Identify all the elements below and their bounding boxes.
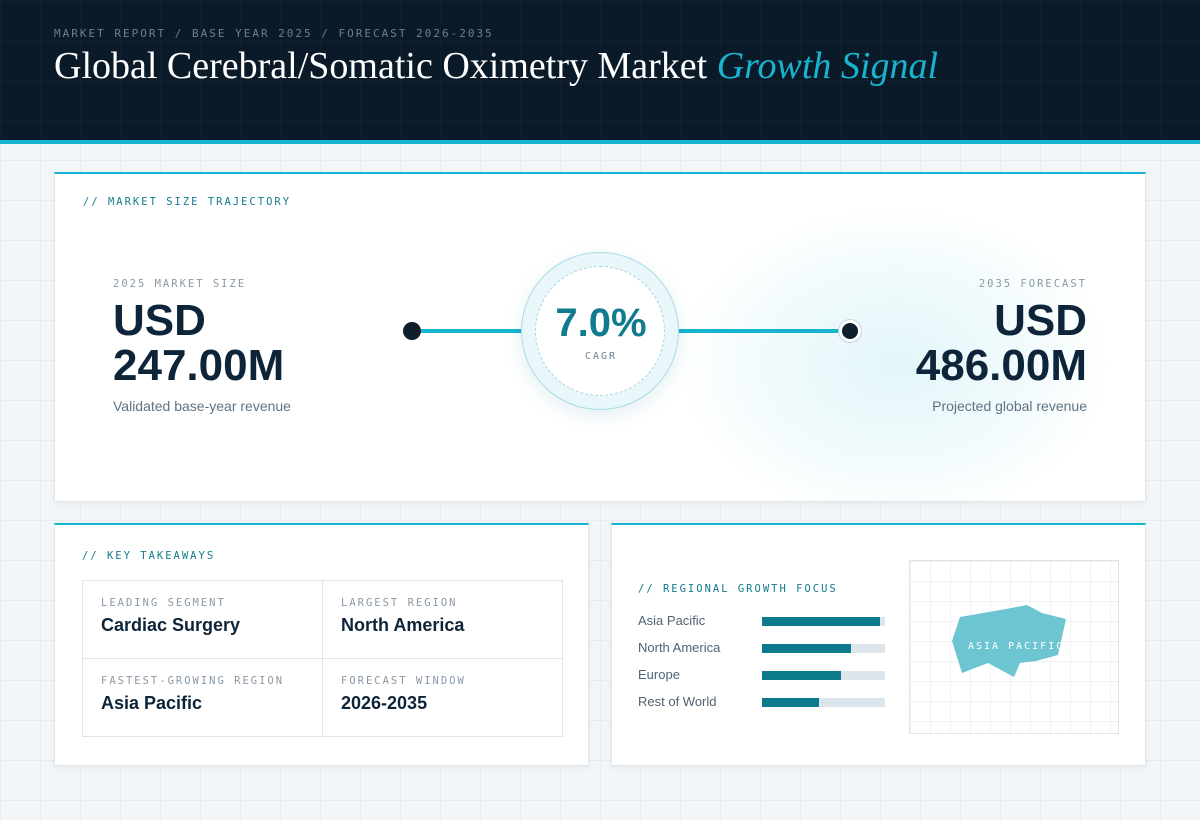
key-takeaways-card: // KEY TAKEAWAYS LEADING SEGMENT Cardiac… <box>54 523 589 766</box>
title-accent: Growth Signal <box>716 45 939 87</box>
region-bar-track <box>762 617 885 626</box>
takeaway-key: LARGEST REGION <box>341 597 458 609</box>
end-metric-caption: Projected global revenue <box>932 398 1087 414</box>
trajectory-line-right <box>673 329 843 333</box>
region-bar-row: North America <box>638 638 888 658</box>
region-map: ASIA PACIFIC <box>909 560 1119 734</box>
takeaway-fastest-growing-region: FASTEST-GROWING REGION Asia Pacific <box>83 659 323 737</box>
start-point-marker <box>403 322 421 340</box>
takeaway-leading-segment: LEADING SEGMENT Cardiac Surgery <box>83 581 323 659</box>
takeaway-value: Asia Pacific <box>101 693 203 713</box>
region-bar-fill <box>762 617 881 626</box>
region-bar-fill <box>762 698 819 707</box>
takeaways-grid: LEADING SEGMENT Cardiac Surgery LARGEST … <box>82 580 563 737</box>
map-region-label: ASIA PACIFIC <box>968 641 1065 652</box>
region-bar-fill <box>762 671 841 680</box>
cagr-badge-inner: 7.0% CAGR <box>535 266 665 396</box>
asia-pacific-map-icon <box>952 605 1066 677</box>
region-name: North America <box>638 640 721 655</box>
trajectory-section-label: // MARKET SIZE TRAJECTORY <box>83 196 292 208</box>
cagr-badge: 7.0% CAGR <box>521 252 679 410</box>
takeaway-forecast-window: FORECAST WINDOW 2026-2035 <box>323 659 563 737</box>
takeaway-key: FASTEST-GROWING REGION <box>101 675 285 687</box>
region-bar-row: Rest of World <box>638 692 888 712</box>
cagr-value: 7.0% <box>555 301 647 345</box>
report-eyebrow: MARKET REPORT / BASE YEAR 2025 / FORECAS… <box>54 27 494 40</box>
start-metric-label: 2025 MARKET SIZE <box>113 278 247 290</box>
start-metric-value: 247.00M <box>113 341 285 390</box>
end-metric-value: 486.00M <box>915 341 1087 390</box>
takeaway-value: 2026-2035 <box>341 693 428 713</box>
end-metric-label: 2035 FORECAST <box>978 278 1087 290</box>
market-trajectory-card: // MARKET SIZE TRAJECTORY 2025 MARKET SI… <box>54 172 1146 502</box>
title-main: Global Cerebral/Somatic Oximetry Market <box>54 45 717 87</box>
region-bar-track <box>762 698 885 707</box>
end-metric-currency: USD <box>994 296 1087 345</box>
takeaway-value: North America <box>341 615 465 635</box>
regional-growth-card: // REGIONAL GROWTH FOCUS Asia Pacific No… <box>611 523 1146 766</box>
trajectory-line-left <box>417 329 527 333</box>
region-bar-track <box>762 644 885 653</box>
start-metric-caption: Validated base-year revenue <box>113 398 291 414</box>
regional-section-label: // REGIONAL GROWTH FOCUS <box>638 583 838 595</box>
cagr-label: CAGR <box>584 351 618 362</box>
takeaway-key: FORECAST WINDOW <box>341 675 466 687</box>
region-bar-row: Europe <box>638 665 888 685</box>
region-name: Asia Pacific <box>638 613 706 628</box>
takeaway-largest-region: LARGEST REGION North America <box>323 581 563 659</box>
page-title: Global Cerebral/Somatic Oximetry Market … <box>54 44 938 88</box>
region-bar-fill <box>762 644 851 653</box>
region-bar-track <box>762 671 885 680</box>
end-point-marker <box>839 320 861 342</box>
takeaways-section-label: // KEY TAKEAWAYS <box>82 550 216 562</box>
background-glow <box>675 204 1115 501</box>
region-bar-row: Asia Pacific <box>638 611 888 631</box>
takeaway-value: Cardiac Surgery <box>101 615 241 635</box>
region-name: Europe <box>638 667 680 682</box>
region-name: Rest of World <box>638 694 717 709</box>
takeaway-key: LEADING SEGMENT <box>101 597 226 609</box>
start-metric-currency: USD <box>113 296 206 345</box>
report-header: MARKET REPORT / BASE YEAR 2025 / FORECAS… <box>0 0 1200 144</box>
